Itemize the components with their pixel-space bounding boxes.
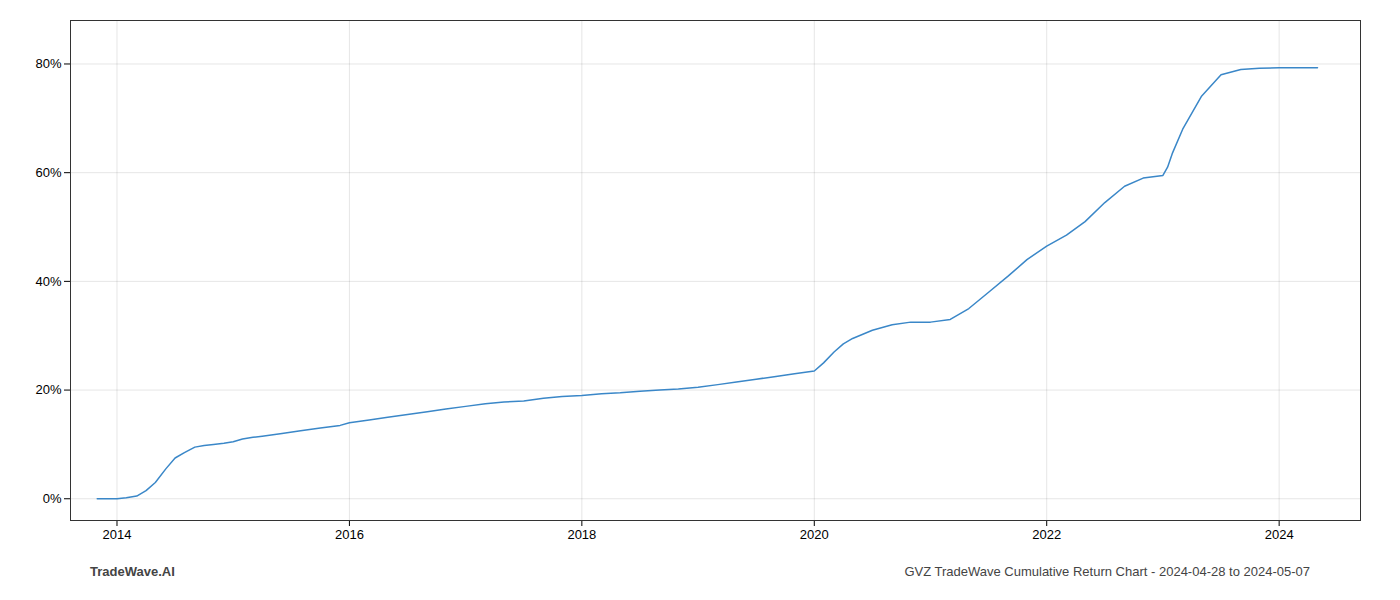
svg-text:2022: 2022 bbox=[1032, 527, 1061, 542]
svg-text:2016: 2016 bbox=[335, 527, 364, 542]
svg-text:20%: 20% bbox=[35, 382, 61, 397]
svg-text:40%: 40% bbox=[35, 274, 61, 289]
svg-text:2014: 2014 bbox=[103, 527, 132, 542]
svg-text:60%: 60% bbox=[35, 165, 61, 180]
svg-text:2018: 2018 bbox=[567, 527, 596, 542]
html-text:GVZ TradeWave Cumulative Retur: GVZ TradeWave Cumulative Return Chart - … bbox=[904, 564, 1310, 579]
svg-text:0%: 0% bbox=[43, 491, 62, 506]
svg-text:2024: 2024 bbox=[1265, 527, 1294, 542]
svg-text:2020: 2020 bbox=[800, 527, 829, 542]
svg-text:80%: 80% bbox=[35, 56, 61, 71]
html-text:TradeWave.AI: TradeWave.AI bbox=[90, 564, 175, 579]
